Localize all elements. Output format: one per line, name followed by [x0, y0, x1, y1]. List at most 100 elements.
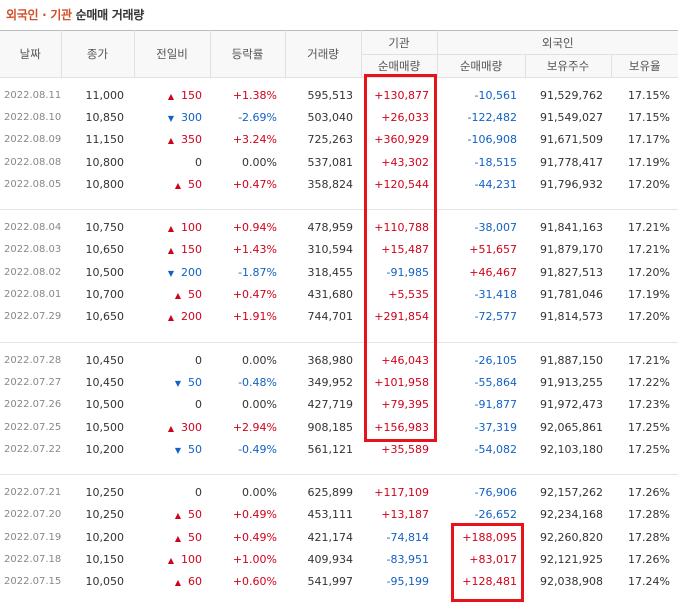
- table-row: 2022.07.25 10,500 ▲ 300 +2.94% 908,185 +1…: [0, 416, 678, 438]
- change-cell: ▲ 300: [134, 416, 210, 438]
- change-value: 0: [195, 398, 202, 412]
- date-cell: 2022.07.29: [4, 311, 62, 323]
- ratio-cell: 17.26%: [628, 552, 670, 566]
- volume-cell: 595,513: [307, 88, 354, 102]
- up-triangle-icon: ▲: [174, 180, 181, 190]
- header-inst-net: 순매매량: [361, 54, 438, 78]
- rate-cell: +1.00%: [232, 552, 277, 566]
- change-cell: ▲ 50: [134, 173, 210, 195]
- change-value: 60: [188, 575, 202, 589]
- down-triangle-icon: ▼: [174, 378, 181, 388]
- inst-net-cell: +360,929: [374, 133, 429, 147]
- date-cell: 2022.08.09: [4, 134, 62, 146]
- close-cell: 10,200: [85, 442, 125, 456]
- rate-cell: +0.47%: [232, 177, 277, 191]
- up-triangle-icon: ▲: [167, 313, 174, 323]
- change-value: 300: [181, 110, 202, 124]
- change-cell: ▲ 350: [134, 129, 210, 151]
- close-cell: 10,250: [85, 486, 125, 500]
- change-value: 100: [181, 221, 202, 235]
- ratio-cell: 17.25%: [628, 442, 670, 456]
- ratio-cell: 17.21%: [628, 243, 670, 257]
- foreign-net-cell: -38,007: [474, 221, 517, 235]
- ratio-cell: 17.28%: [628, 530, 670, 544]
- date-cell: 2022.08.01: [4, 289, 62, 301]
- change-value: 150: [181, 243, 202, 257]
- table-row: 2022.07.27 10,450 ▼ 50 -0.48% 349,952 +10…: [0, 371, 678, 393]
- holdings-cell: 92,121,925: [540, 552, 603, 566]
- foreign-net-cell: +128,481: [462, 575, 517, 589]
- rate-cell: +0.49%: [232, 530, 277, 544]
- ratio-cell: 17.20%: [628, 177, 670, 191]
- table-row: 2022.07.18 10,150 ▲ 100 +1.00% 409,934 -8…: [0, 548, 678, 570]
- up-triangle-icon: ▲: [167, 136, 174, 146]
- down-triangle-icon: ▼: [174, 445, 181, 455]
- ratio-cell: 17.19%: [628, 288, 670, 302]
- ratio-cell: 17.23%: [628, 398, 670, 412]
- holdings-cell: 91,671,509: [540, 133, 603, 147]
- holdings-cell: 91,781,046: [540, 288, 603, 302]
- change-value: 0: [195, 353, 202, 367]
- change-cell: 0: [134, 349, 210, 371]
- rate-cell: +1.43%: [232, 243, 277, 257]
- close-cell: 10,750: [85, 221, 125, 235]
- table-body: 2022.08.11 11,000 ▲ 150 +1.38% 595,513 +1…: [0, 78, 678, 593]
- holdings-cell: 91,827,513: [540, 265, 603, 279]
- rate-cell: 0.00%: [242, 155, 277, 169]
- volume-cell: 421,174: [307, 530, 354, 544]
- ratio-cell: 17.15%: [628, 88, 670, 102]
- table-row: 2022.07.29 10,650 ▲ 200 +1.91% 744,701 +2…: [0, 306, 678, 328]
- ratio-cell: 17.19%: [628, 155, 670, 169]
- foreign-net-cell: -37,319: [474, 420, 517, 434]
- volume-cell: 453,111: [307, 508, 354, 522]
- up-triangle-icon: ▲: [167, 555, 174, 565]
- up-triangle-icon: ▲: [174, 533, 181, 543]
- rate-cell: 0.00%: [242, 486, 277, 500]
- up-triangle-icon: ▲: [174, 578, 181, 588]
- foreign-net-cell: -10,561: [474, 88, 517, 102]
- date-cell: 2022.07.28: [4, 354, 62, 366]
- inst-net-cell: +101,958: [374, 375, 429, 389]
- table-row: 2022.08.09 11,150 ▲ 350 +3.24% 725,263 +3…: [0, 129, 678, 151]
- holdings-cell: 92,157,262: [540, 486, 603, 500]
- change-cell: ▲ 60: [134, 571, 210, 593]
- group-divider: [0, 327, 678, 343]
- rate-cell: +1.91%: [232, 310, 277, 324]
- date-cell: 2022.08.03: [4, 244, 62, 256]
- group-divider: [0, 460, 678, 476]
- volume-cell: 908,185: [307, 420, 354, 434]
- foreign-net-cell: -55,864: [474, 375, 517, 389]
- date-cell: 2022.08.08: [4, 156, 62, 168]
- date-cell: 2022.08.10: [4, 111, 62, 123]
- table-row: 2022.07.28 10,450 0 0.00% 368,980 +46,04…: [0, 349, 678, 371]
- rate-cell: 0.00%: [242, 353, 277, 367]
- ratio-cell: 17.26%: [628, 486, 670, 500]
- volume-cell: 427,719: [307, 398, 354, 412]
- table-row: 2022.08.11 11,000 ▲ 150 +1.38% 595,513 +1…: [0, 84, 678, 106]
- foreign-net-cell: +51,657: [469, 243, 517, 257]
- foreign-net-cell: +188,095: [462, 530, 517, 544]
- date-cell: 2022.07.25: [4, 421, 62, 433]
- date-cell: 2022.08.11: [4, 89, 62, 101]
- holdings-cell: 92,260,820: [540, 530, 603, 544]
- header-volume: 거래량: [285, 30, 362, 78]
- holdings-cell: 91,796,932: [540, 177, 603, 191]
- page-title: 외국인 · 기관 순매매 거래량: [6, 6, 144, 23]
- foreign-net-cell: -26,105: [474, 353, 517, 367]
- rate-cell: -0.48%: [238, 375, 277, 389]
- header-close: 종가: [61, 30, 135, 78]
- table-row: 2022.08.08 10,800 0 0.00% 537,081 +43,30…: [0, 151, 678, 173]
- inst-net-cell: -91,985: [386, 265, 429, 279]
- holdings-cell: 91,814,573: [540, 310, 603, 324]
- trading-table: 날짜 종가 전일비 등락률 거래량 기관 외국인 순매매량 순매매량 보유주수 …: [0, 30, 678, 593]
- change-cell: ▼ 200: [134, 261, 210, 283]
- holdings-cell: 91,913,255: [540, 375, 603, 389]
- close-cell: 10,650: [85, 310, 125, 324]
- inst-net-cell: +130,877: [374, 88, 429, 102]
- volume-cell: 537,081: [307, 155, 354, 169]
- inst-net-cell: +26,033: [381, 110, 429, 124]
- close-cell: 10,500: [85, 265, 125, 279]
- date-cell: 2022.08.05: [4, 178, 62, 190]
- holdings-cell: 91,778,417: [540, 155, 603, 169]
- change-value: 50: [188, 442, 202, 456]
